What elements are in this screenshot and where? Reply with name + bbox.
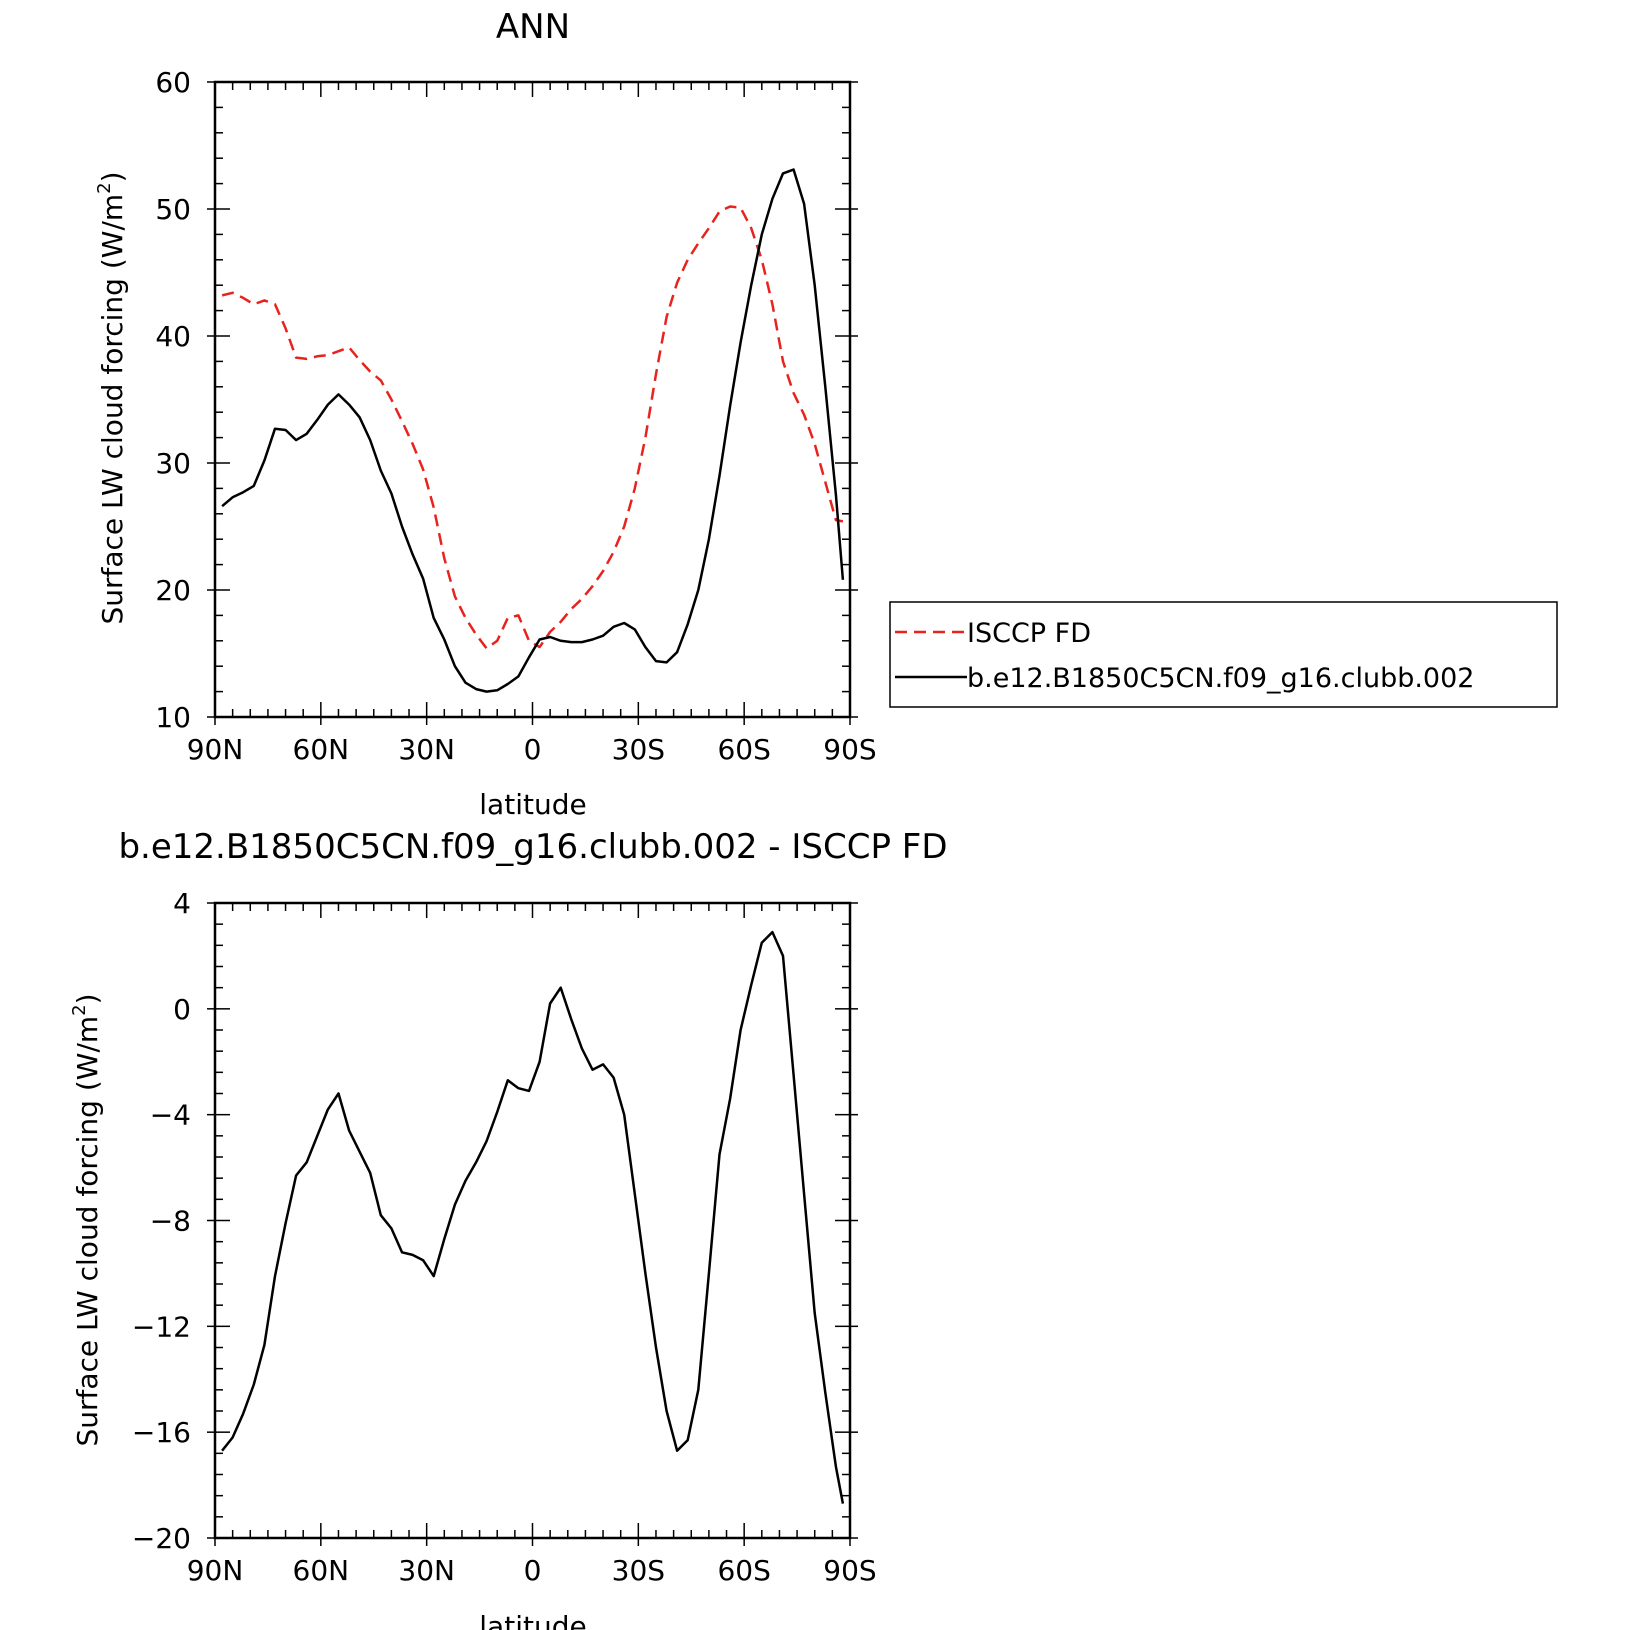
bottom-chart-title: b.e12.B1850C5CN.f09_g16.clubb.002 - ISCC… bbox=[118, 827, 947, 867]
top-y-tick-label: 40 bbox=[155, 320, 191, 353]
bottom-y-tick-label: 0 bbox=[173, 993, 191, 1026]
bottom-y-label-suffix: ) bbox=[71, 993, 104, 1004]
bottom-y-tick-label: −4 bbox=[150, 1099, 191, 1132]
bottom-x-tick-label: 60S bbox=[717, 1554, 770, 1587]
top-x-tick-label: 30S bbox=[612, 733, 665, 766]
legend-box bbox=[889, 601, 1558, 708]
top-y-tick-label: 30 bbox=[155, 447, 191, 480]
top-x-axis-label: latitude bbox=[479, 788, 586, 821]
bottom-x-tick-label: 90S bbox=[823, 1554, 876, 1587]
bottom-series-line-0 bbox=[221, 930, 845, 1504]
top-x-tick-label: 30N bbox=[398, 733, 455, 766]
bottom-y-label-superscript: 2 bbox=[69, 1004, 90, 1015]
top-x-tick-label: 0 bbox=[524, 733, 542, 766]
top-plot-frame bbox=[213, 80, 852, 719]
top-y-label-superscript: 2 bbox=[94, 182, 115, 193]
top-series-line-0 bbox=[221, 205, 844, 650]
top-plot-area: 90N 60N 30N 0 30S 60S 90S 10 20 30 40 50 60 bbox=[155, 66, 876, 766]
bottom-x-tick-label: 60N bbox=[293, 1554, 350, 1587]
top-chart-title: ANN bbox=[496, 7, 570, 47]
bottom-panel: b.e12.B1850C5CN.f09_g16.clubb.002 - ISCC… bbox=[69, 827, 948, 1630]
bottom-y-axis-label: Surface LW cloud forcing (W/m2) bbox=[69, 993, 104, 1446]
legend-label-isccp: ISCCP FD bbox=[967, 618, 1091, 649]
bottom-x-axis-label: latitude bbox=[479, 1610, 586, 1630]
bottom-y-tick-label: −16 bbox=[132, 1416, 191, 1449]
bottom-plot-area: 90N 60N 30N 0 30S 60S 90S 4 0 −4 −8 −12 −16 −20 bbox=[132, 887, 877, 1587]
top-y-tick-label: 10 bbox=[155, 701, 191, 734]
top-x-tick-label: 90N bbox=[187, 733, 244, 766]
bottom-y-label-main: Surface LW cloud forcing (W/m bbox=[71, 1016, 104, 1447]
bottom-y-tick-label: −20 bbox=[132, 1522, 191, 1555]
top-y-axis-label: Surface LW cloud forcing (W/m2) bbox=[94, 171, 129, 624]
top-y-tick-label: 60 bbox=[155, 66, 191, 99]
legend-label-model: b.e12.B1850C5CN.f09_g16.clubb.002 bbox=[967, 663, 1474, 694]
top-y-tick-label: 50 bbox=[155, 193, 191, 226]
top-y-tick-label: 20 bbox=[155, 574, 191, 607]
top-x-tick-label: 60S bbox=[717, 733, 770, 766]
top-series-line-1 bbox=[221, 168, 845, 693]
top-panel: ANN 90N 60N 30N 0 30S 60S 90S 10 20 30 40 50 60 lati… bbox=[94, 7, 1558, 821]
bottom-plot-frame bbox=[213, 901, 852, 1540]
legend: ISCCP FD b.e12.B1850C5CN.f09_g16.clubb.0… bbox=[889, 601, 1558, 708]
top-x-tick-label: 90S bbox=[823, 733, 876, 766]
bottom-x-tick-label: 30S bbox=[612, 1554, 665, 1587]
bottom-y-tick-label: 4 bbox=[173, 887, 191, 920]
bottom-x-tick-label: 0 bbox=[524, 1554, 542, 1587]
top-y-label-main: Surface LW cloud forcing (W/m bbox=[96, 194, 129, 625]
bottom-x-tick-label: 90N bbox=[187, 1554, 244, 1587]
bottom-x-tick-label: 30N bbox=[398, 1554, 455, 1587]
bottom-y-tick-label: −8 bbox=[150, 1205, 191, 1238]
bottom-y-tick-label: −12 bbox=[132, 1310, 191, 1343]
top-x-tick-label: 60N bbox=[293, 733, 350, 766]
top-y-label-suffix: ) bbox=[96, 171, 129, 182]
